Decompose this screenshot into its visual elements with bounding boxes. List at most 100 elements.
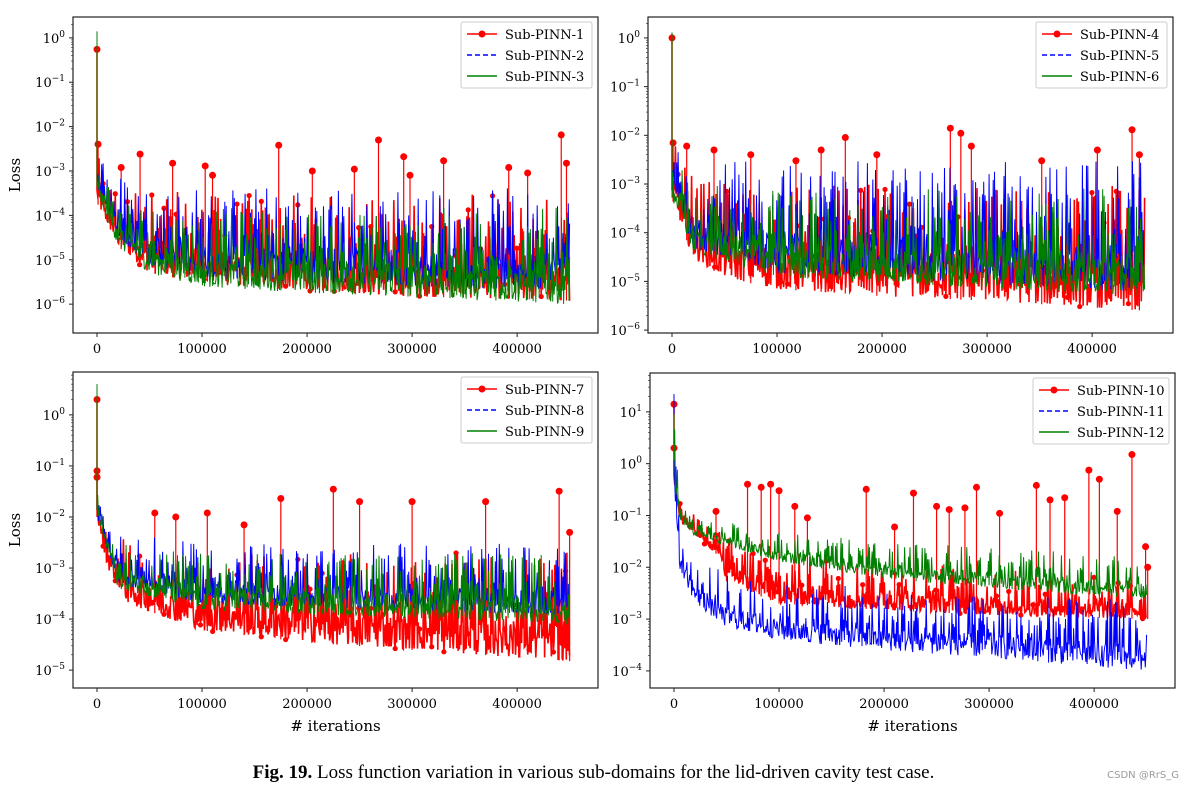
plot-area: [668, 32, 1146, 311]
spike-marker: [1038, 157, 1046, 165]
legend-label: Sub-PINN-5: [1080, 49, 1159, 64]
caption-text: Loss function variation in various sub-d…: [312, 762, 935, 783]
x-tick-label: 0: [668, 342, 676, 357]
series-marker: [1077, 303, 1083, 310]
legend-box: [1032, 377, 1170, 445]
x-tick-label: 300000: [387, 342, 437, 357]
series-line-sub-pinn-3: [96, 31, 571, 304]
series-marker: [1139, 616, 1146, 622]
series-marker: [823, 558, 829, 564]
series-marker: [872, 602, 878, 608]
x-tick-label: 300000: [962, 342, 1012, 357]
y-tick-label: 10−5: [35, 662, 65, 679]
axes-frame: [649, 372, 1176, 689]
series-marker: [112, 191, 118, 197]
y-tick-label: 10−3: [35, 560, 65, 577]
spike-marker: [767, 480, 775, 488]
spike-marker: [961, 504, 969, 512]
spike-marker: [1032, 481, 1040, 489]
legend-label: Sub-PINN-6: [1080, 70, 1159, 85]
figure-caption: Fig. 19. Loss function variation in vari…: [0, 762, 1187, 784]
legend: Sub-PINN-1 Sub-PINN-2 Sub-PINN-3: [460, 21, 593, 89]
series-marker: [197, 622, 204, 628]
series-marker: [1006, 588, 1012, 595]
series-line-sub-pinn-9: [96, 384, 571, 625]
spike-marker: [277, 495, 285, 503]
x-tick-label: 200000: [857, 342, 907, 357]
spike-marker: [117, 163, 125, 171]
legend-marker: [478, 30, 486, 38]
series-marker: [550, 649, 557, 655]
x-tick-label: 100000: [177, 697, 227, 712]
spike-marker: [524, 169, 532, 177]
spike-marker: [775, 487, 783, 495]
legend-label: Sub-PINN-11: [1077, 405, 1165, 420]
spike-marker: [1128, 126, 1136, 134]
series-line-sub-pinn-8: [96, 399, 570, 615]
series-marker: [368, 605, 374, 612]
spike-marker: [933, 502, 941, 510]
axes-frame: [647, 16, 1174, 334]
series-marker: [465, 631, 471, 637]
spike-marker: [555, 487, 563, 495]
series-marker: [1091, 574, 1097, 581]
spike-marker: [329, 485, 337, 493]
y-tick-label: 10−4: [35, 611, 65, 628]
series-marker: [920, 598, 927, 604]
series-marker: [1030, 602, 1036, 608]
spike-marker: [996, 509, 1004, 517]
series-marker: [738, 571, 744, 577]
series-marker: [799, 582, 805, 588]
y-tick-label: 10−1: [612, 507, 642, 524]
series-marker: [993, 593, 1000, 599]
spike-marker: [1142, 543, 1150, 551]
subplot-2: 0 100000 200000 300000 400000 100 10−1 10−2 10−3…: [610, 16, 1174, 357]
subplot-1: 0 100000 200000 300000 400000 100 10−1 10−2 10−3…: [6, 16, 599, 357]
spike-marker: [803, 514, 811, 522]
legend-marker: [1053, 30, 1061, 38]
spike-marker: [482, 498, 490, 506]
legend-label: Sub-PINN-1: [505, 28, 584, 43]
series-marker: [331, 612, 337, 618]
spike-marker: [557, 131, 565, 139]
spike-marker: [172, 513, 180, 521]
series-marker: [161, 611, 167, 617]
series-marker: [465, 207, 471, 213]
series-marker: [787, 594, 793, 600]
series-marker: [1125, 301, 1132, 307]
y-tick-label: 101: [620, 404, 642, 421]
x-tick-label: 100000: [754, 697, 804, 712]
series-marker: [514, 245, 520, 251]
series-marker: [762, 557, 768, 563]
spike-marker: [1085, 466, 1093, 474]
spike-marker: [757, 483, 765, 491]
y-tick-label: 10−2: [35, 509, 65, 526]
y-tick-label: 10−6: [610, 322, 640, 339]
spike-marker: [400, 153, 408, 161]
spike-marker: [374, 136, 382, 144]
series-marker: [246, 625, 252, 631]
x-tick-label: 400000: [1067, 342, 1117, 357]
spike-marker: [308, 167, 316, 175]
legend: Sub-PINN-7 Sub-PINN-8 Sub-PINN-9: [460, 376, 593, 444]
legend-label: Sub-PINN-3: [505, 70, 584, 85]
series-marker: [896, 582, 902, 588]
spike-marker: [1093, 146, 1101, 154]
series-marker: [701, 541, 708, 547]
spike-marker: [201, 162, 209, 170]
spike-marker: [862, 485, 870, 493]
spike-marker: [408, 498, 416, 506]
y-tick-label: 10−6: [35, 296, 65, 313]
x-tick-label: 0: [670, 697, 678, 712]
series-marker: [441, 649, 447, 655]
y-tick-label: 10−3: [35, 163, 65, 180]
y-tick-label: 10−3: [610, 176, 640, 193]
x-tick-label: 0: [93, 342, 101, 357]
subplot-4: 0 100000 200000 300000 400000 101 100 10−1 10−2 1…: [612, 372, 1176, 735]
spike-marker: [203, 509, 211, 517]
series-marker: [416, 626, 423, 632]
y-tick-label: 10−5: [35, 252, 65, 269]
spike-marker: [1128, 451, 1136, 459]
series-marker: [833, 271, 839, 278]
